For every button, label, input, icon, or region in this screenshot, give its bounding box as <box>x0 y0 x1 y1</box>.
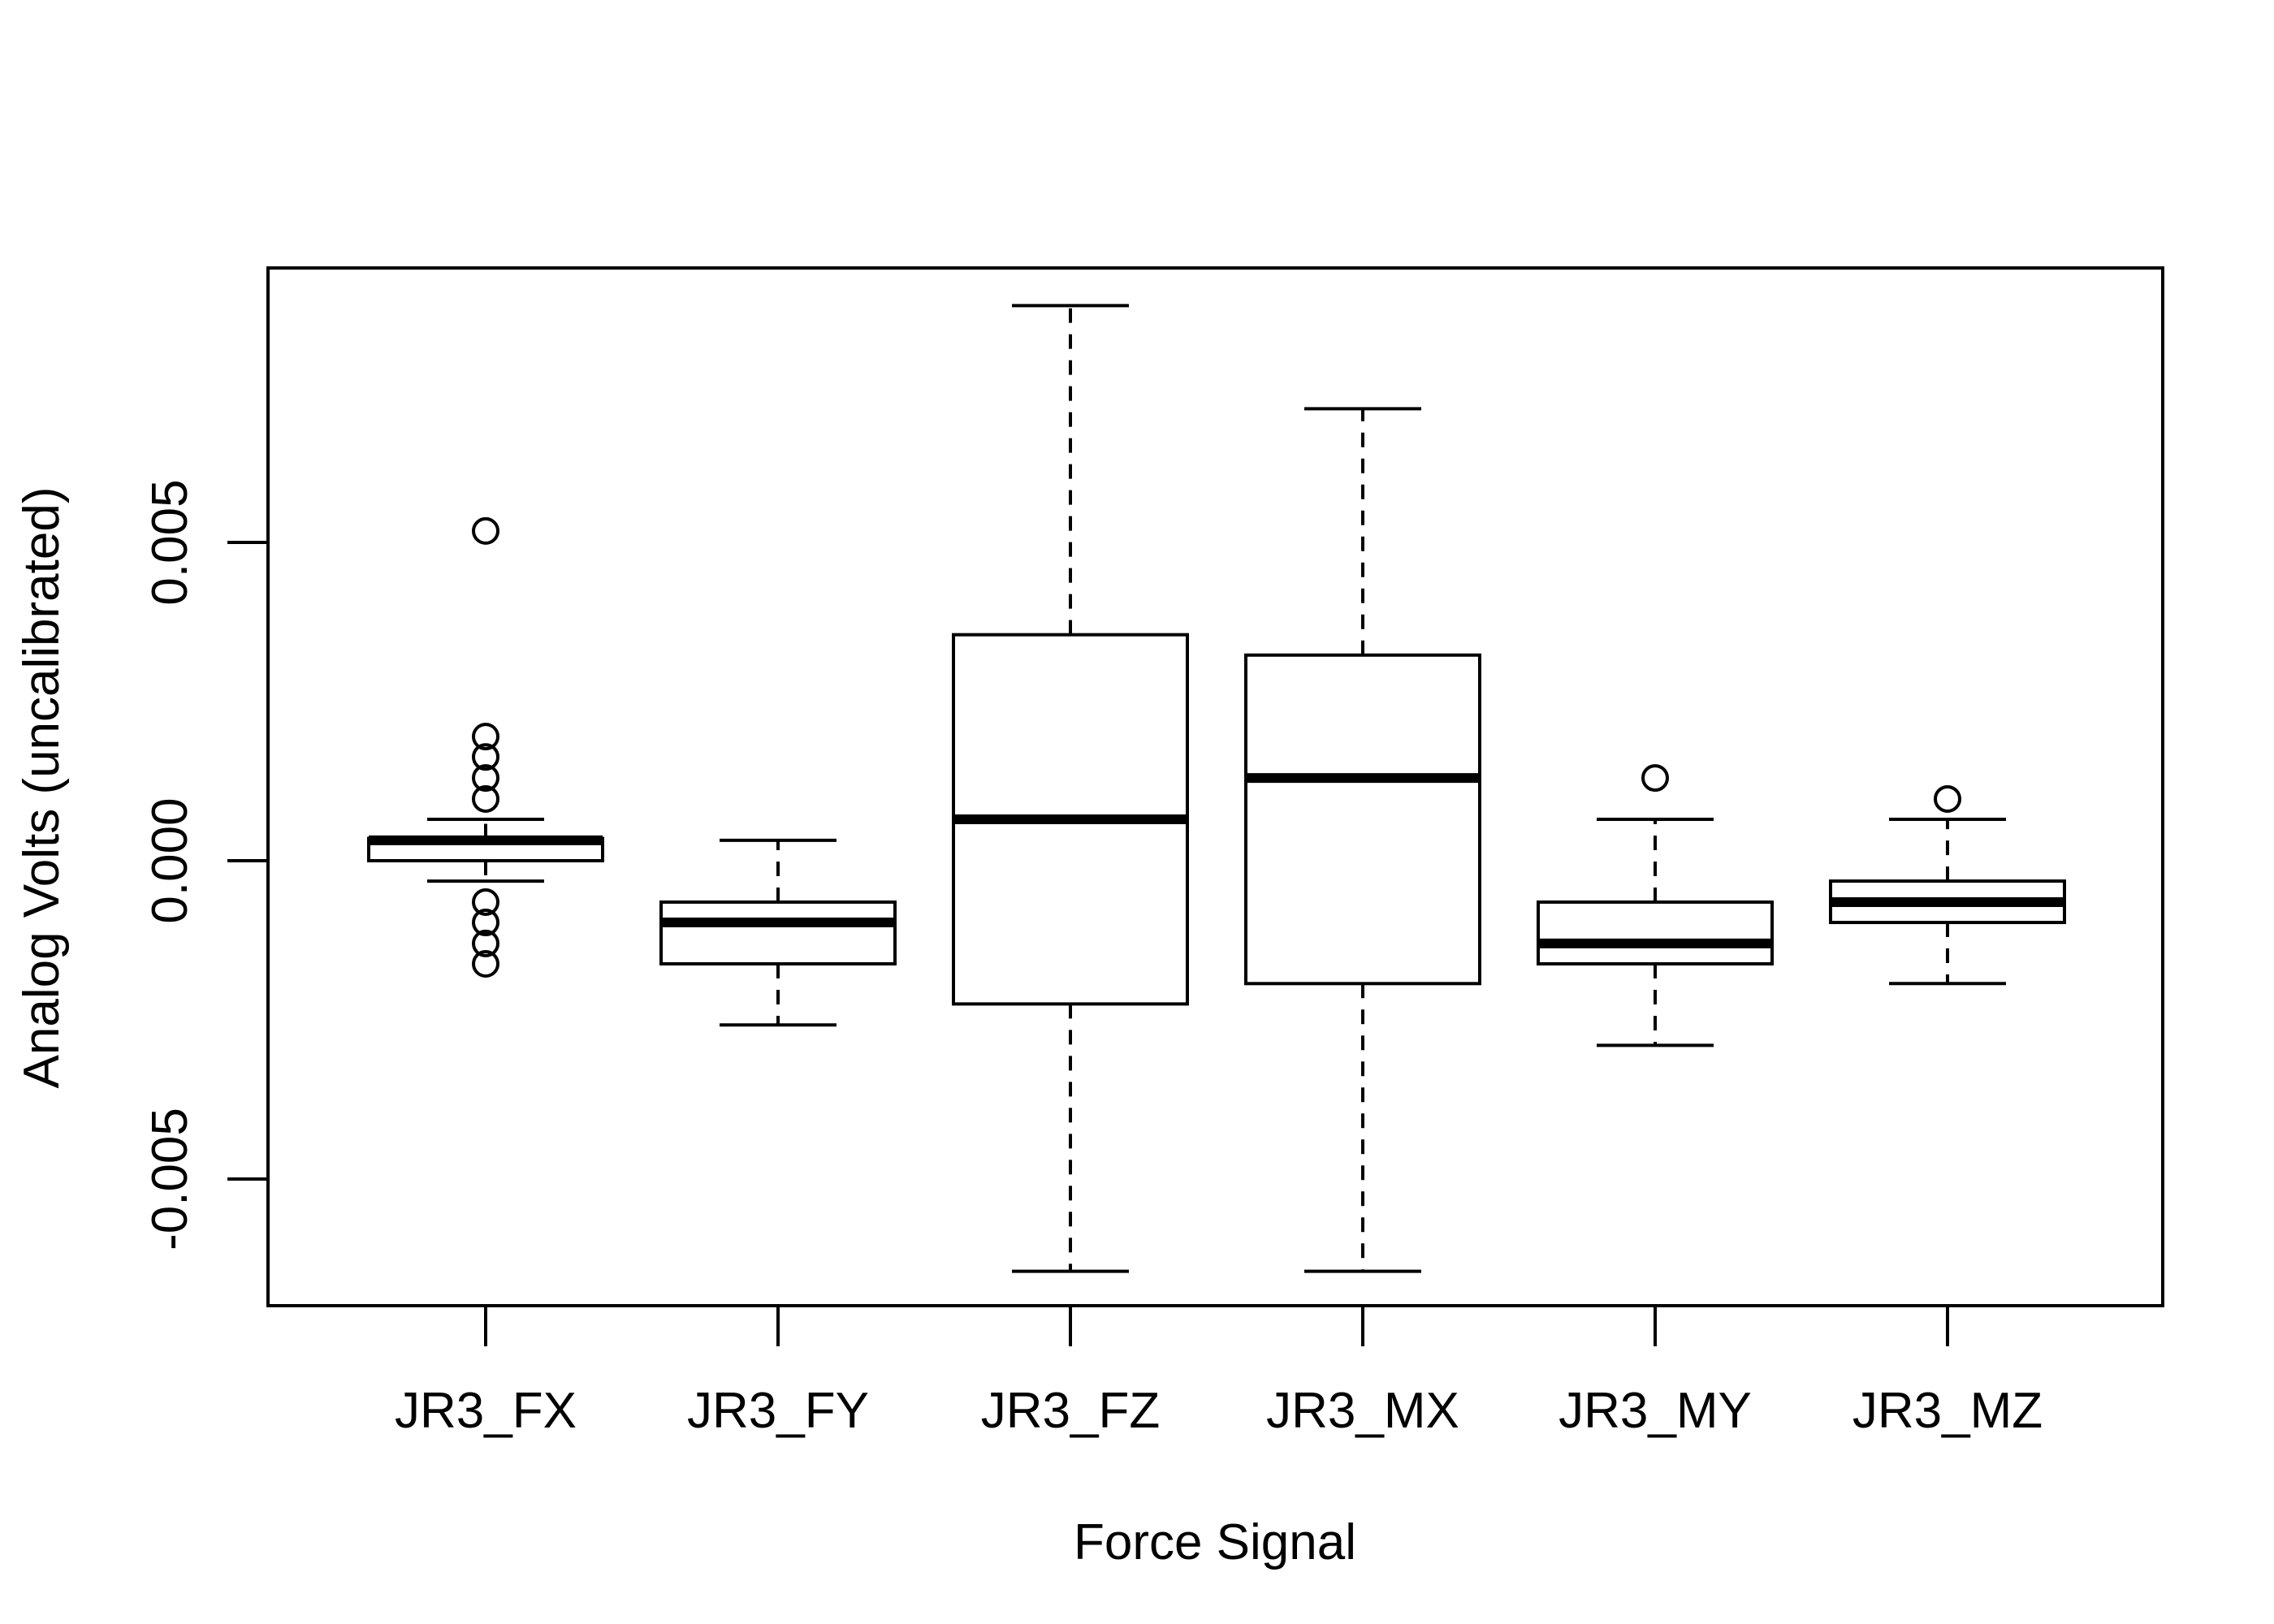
x-axis: JR3_FX JR3_FY JR3_FZ JR3_MX JR3_MY JR3_MZ <box>395 1306 2043 1439</box>
outlier-point <box>472 950 499 978</box>
x-tick-label: JR3_MZ <box>1852 1383 2043 1439</box>
y-tick-label: 0.000 <box>142 797 198 923</box>
iqr-box <box>1537 900 1774 966</box>
plot-frame <box>266 266 2164 1307</box>
outlier-point <box>472 929 499 957</box>
box-group-jr3-mx <box>1244 407 1481 1273</box>
box-group-jr3-my <box>1537 764 1774 1047</box>
outlier-point <box>472 516 499 545</box>
y-tick-label: -0.005 <box>142 1108 198 1250</box>
x-tick-label: JR3_FY <box>687 1383 869 1439</box>
x-tick-label: JR3_MY <box>1559 1383 1752 1439</box>
box-group-jr3-fy <box>659 838 897 1027</box>
box-group-jr3-fz <box>952 304 1189 1273</box>
outlier-point <box>1641 764 1669 793</box>
plot-marks <box>367 304 2066 1273</box>
y-axis-title: Analog Volts (uncalibrated) <box>14 486 70 1088</box>
x-tick-label: JR3_FZ <box>981 1383 1160 1439</box>
y-tick-label: 0.005 <box>142 479 198 605</box>
outlier-point <box>472 784 499 813</box>
x-tick-label: JR3_FX <box>395 1383 577 1439</box>
outlier-point <box>472 743 499 771</box>
box-group-jr3-fx <box>367 516 604 978</box>
outlier-point <box>472 888 499 916</box>
box-group-jr3-mz <box>1829 784 2066 986</box>
iqr-box <box>1244 653 1481 986</box>
outlier-point <box>472 723 499 751</box>
iqr-box <box>659 900 897 966</box>
x-tick-label: JR3_MX <box>1266 1383 1459 1439</box>
x-axis-title: Force Signal <box>1074 1514 1356 1570</box>
outlier-point <box>472 764 499 793</box>
y-axis: -0.005 0.000 0.005 <box>142 479 268 1250</box>
outlier-point <box>472 909 499 937</box>
outlier-point <box>1934 784 1961 813</box>
